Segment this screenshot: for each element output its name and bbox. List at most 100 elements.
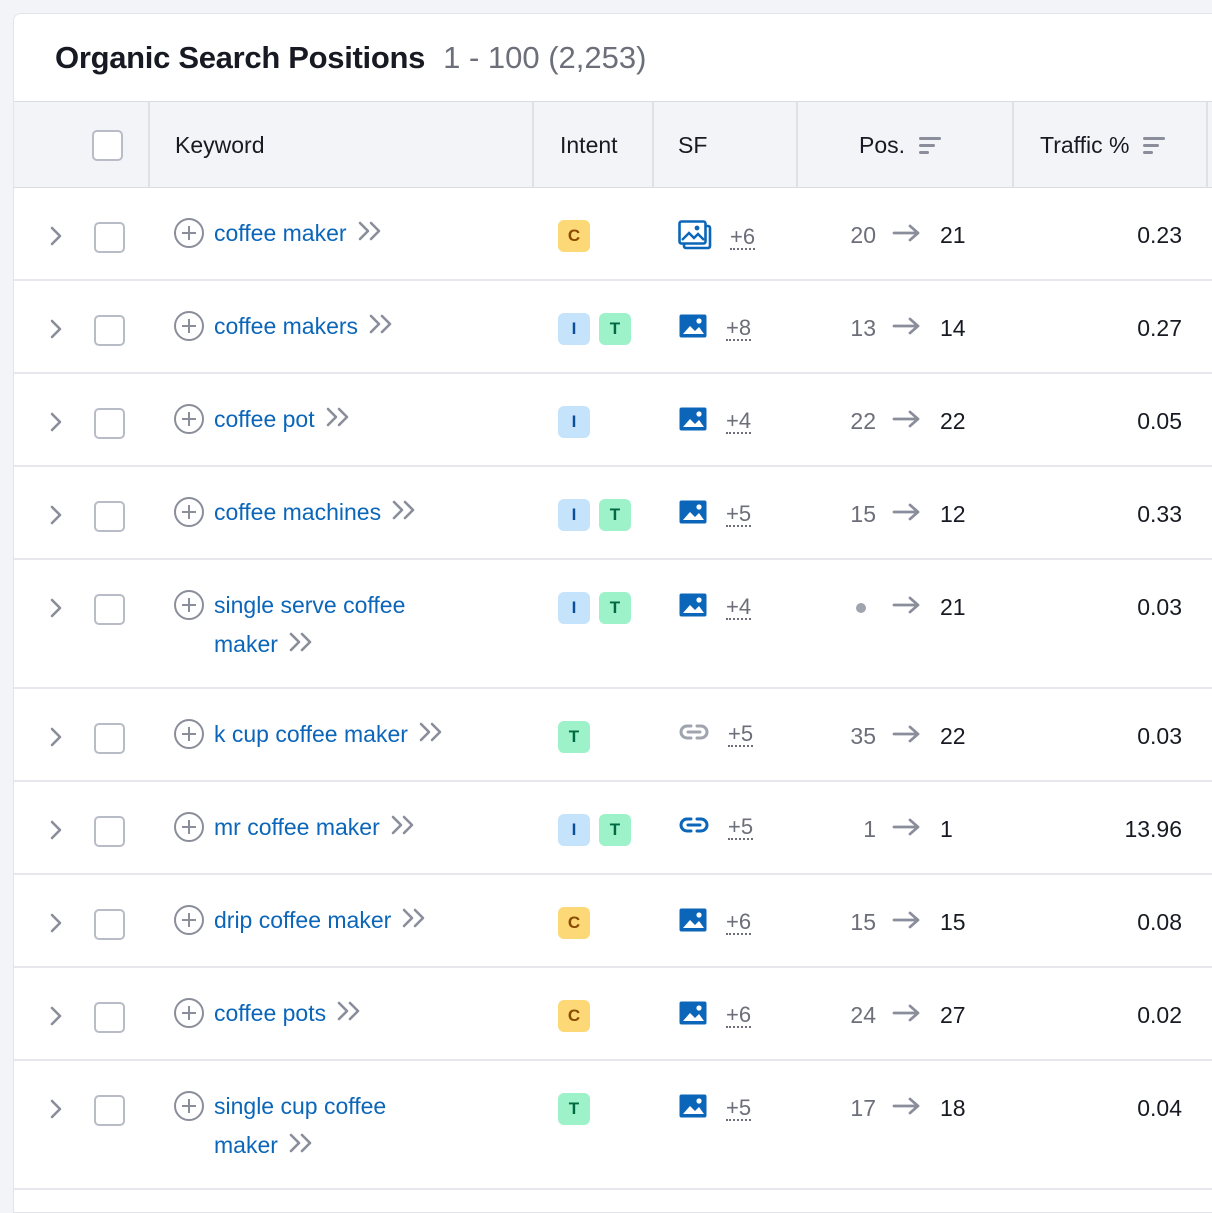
- open-serp-double-chevron-icon[interactable]: [357, 215, 383, 254]
- row-checkbox[interactable]: [94, 222, 125, 253]
- keyword-link[interactable]: coffee makers: [214, 307, 394, 347]
- serp-features-more-link[interactable]: +5: [728, 720, 754, 747]
- add-keyword-plus-icon[interactable]: [174, 590, 204, 620]
- intent-badge-t[interactable]: T: [599, 592, 631, 624]
- keyword-link[interactable]: k cup coffee maker: [214, 715, 444, 755]
- keyword-text: k cup coffee maker: [214, 721, 408, 747]
- serp-features-more-link[interactable]: +6: [726, 909, 752, 935]
- keyword-link[interactable]: single serve coffee maker: [214, 586, 405, 665]
- serp-features-more-link[interactable]: +4: [726, 594, 752, 620]
- keyword-link[interactable]: coffee pots: [214, 994, 362, 1034]
- serp-features-more-link[interactable]: +6: [730, 224, 756, 250]
- keyword-link[interactable]: mr coffee maker: [214, 808, 416, 848]
- image-icon[interactable]: [678, 592, 708, 624]
- add-keyword-plus-icon[interactable]: [174, 404, 204, 434]
- column-pos[interactable]: Pos.: [859, 102, 942, 188]
- page-title: Organic Search Positions: [55, 39, 426, 75]
- add-keyword-plus-icon[interactable]: [174, 497, 204, 527]
- column-traffic[interactable]: Traffic %: [1040, 102, 1166, 188]
- add-keyword-plus-icon[interactable]: [174, 905, 204, 935]
- add-keyword-plus-icon[interactable]: [174, 311, 204, 341]
- intent-badge-c[interactable]: C: [558, 1000, 590, 1032]
- link-icon[interactable]: [678, 814, 710, 841]
- open-serp-double-chevron-icon[interactable]: [288, 1127, 314, 1166]
- expand-row-chevron-icon[interactable]: [49, 819, 63, 847]
- link-icon[interactable]: [678, 721, 710, 748]
- expand-row-chevron-icon[interactable]: [49, 225, 63, 253]
- serp-features-more-link[interactable]: +8: [726, 315, 752, 341]
- column-intent[interactable]: Intent: [560, 102, 618, 188]
- row-checkbox[interactable]: [94, 816, 125, 847]
- expand-row-chevron-icon[interactable]: [49, 318, 63, 346]
- intent-badge-t[interactable]: T: [599, 814, 631, 846]
- image-icon[interactable]: [678, 1093, 708, 1125]
- image-icon[interactable]: [678, 1000, 708, 1032]
- sort-icon[interactable]: [919, 136, 942, 154]
- select-all-checkbox[interactable]: [92, 129, 123, 161]
- image-icon[interactable]: [678, 907, 708, 939]
- row-checkbox[interactable]: [94, 1002, 125, 1033]
- keyword-link[interactable]: coffee pot: [214, 400, 351, 440]
- intent-badge-t[interactable]: T: [599, 313, 631, 345]
- intent-badge-i[interactable]: I: [558, 406, 590, 438]
- serp-features-more-link[interactable]: +5: [728, 813, 754, 840]
- expand-row-chevron-icon[interactable]: [49, 1098, 63, 1126]
- row-checkbox[interactable]: [94, 501, 125, 532]
- keyword-link[interactable]: coffee maker: [214, 214, 383, 254]
- intent-badge-i[interactable]: I: [558, 499, 590, 531]
- intent-badge-i[interactable]: I: [558, 313, 590, 345]
- intent-badge-c[interactable]: C: [558, 220, 590, 252]
- intent-badge-t[interactable]: T: [599, 499, 631, 531]
- add-keyword-plus-icon[interactable]: [174, 218, 204, 248]
- traffic-percent: 0.23: [1137, 222, 1182, 248]
- add-keyword-plus-icon[interactable]: [174, 812, 204, 842]
- open-serp-double-chevron-icon[interactable]: [401, 902, 427, 941]
- intent-badge-t[interactable]: T: [558, 721, 590, 753]
- expand-row-chevron-icon[interactable]: [49, 504, 63, 532]
- image-stack-icon[interactable]: [678, 220, 712, 256]
- row-checkbox[interactable]: [94, 594, 125, 625]
- keyword-link[interactable]: coffee machines: [214, 493, 417, 533]
- column-sf[interactable]: SF: [678, 102, 707, 188]
- keyword-link[interactable]: single cup coffee maker: [214, 1087, 386, 1166]
- expand-row-chevron-icon[interactable]: [49, 912, 63, 940]
- sort-icon[interactable]: [1143, 136, 1166, 154]
- image-icon[interactable]: [678, 406, 708, 438]
- expand-row-chevron-icon[interactable]: [49, 726, 63, 754]
- serp-features-more-link[interactable]: +5: [726, 1095, 752, 1121]
- position-cell: 15 15: [834, 909, 1004, 936]
- row-checkbox[interactable]: [94, 909, 125, 940]
- intent-cell: C: [558, 1000, 590, 1032]
- intent-badge-c[interactable]: C: [558, 907, 590, 939]
- open-serp-double-chevron-icon[interactable]: [391, 494, 417, 533]
- expand-row-chevron-icon[interactable]: [49, 411, 63, 439]
- intent-badge-t[interactable]: T: [558, 1093, 590, 1125]
- open-serp-double-chevron-icon[interactable]: [390, 809, 416, 848]
- row-checkbox[interactable]: [94, 408, 125, 439]
- image-icon[interactable]: [678, 313, 708, 345]
- open-serp-double-chevron-icon[interactable]: [368, 308, 394, 347]
- column-keyword[interactable]: Keyword: [175, 102, 264, 188]
- add-keyword-plus-icon[interactable]: [174, 719, 204, 749]
- keyword-link[interactable]: drip coffee maker: [214, 901, 427, 941]
- intent-badge-i[interactable]: I: [558, 814, 590, 846]
- current-position: 18: [940, 1095, 966, 1121]
- expand-row-chevron-icon[interactable]: [49, 1005, 63, 1033]
- open-serp-double-chevron-icon[interactable]: [336, 995, 362, 1034]
- add-keyword-plus-icon[interactable]: [174, 1091, 204, 1121]
- open-serp-double-chevron-icon[interactable]: [418, 716, 444, 755]
- open-serp-double-chevron-icon[interactable]: [325, 401, 351, 440]
- image-icon[interactable]: [678, 499, 708, 531]
- intent-badge-i[interactable]: I: [558, 592, 590, 624]
- row-checkbox[interactable]: [94, 723, 125, 754]
- serp-features-more-link[interactable]: +4: [726, 408, 752, 434]
- expand-row-chevron-icon[interactable]: [49, 597, 63, 625]
- serp-features-more-link[interactable]: +6: [726, 1002, 752, 1028]
- add-keyword-plus-icon[interactable]: [174, 998, 204, 1028]
- previous-position: 24: [850, 1002, 876, 1028]
- serp-features-more-link[interactable]: +5: [726, 501, 752, 527]
- row-checkbox[interactable]: [94, 315, 125, 346]
- row-checkbox[interactable]: [94, 1095, 125, 1126]
- open-serp-double-chevron-icon[interactable]: [288, 626, 314, 665]
